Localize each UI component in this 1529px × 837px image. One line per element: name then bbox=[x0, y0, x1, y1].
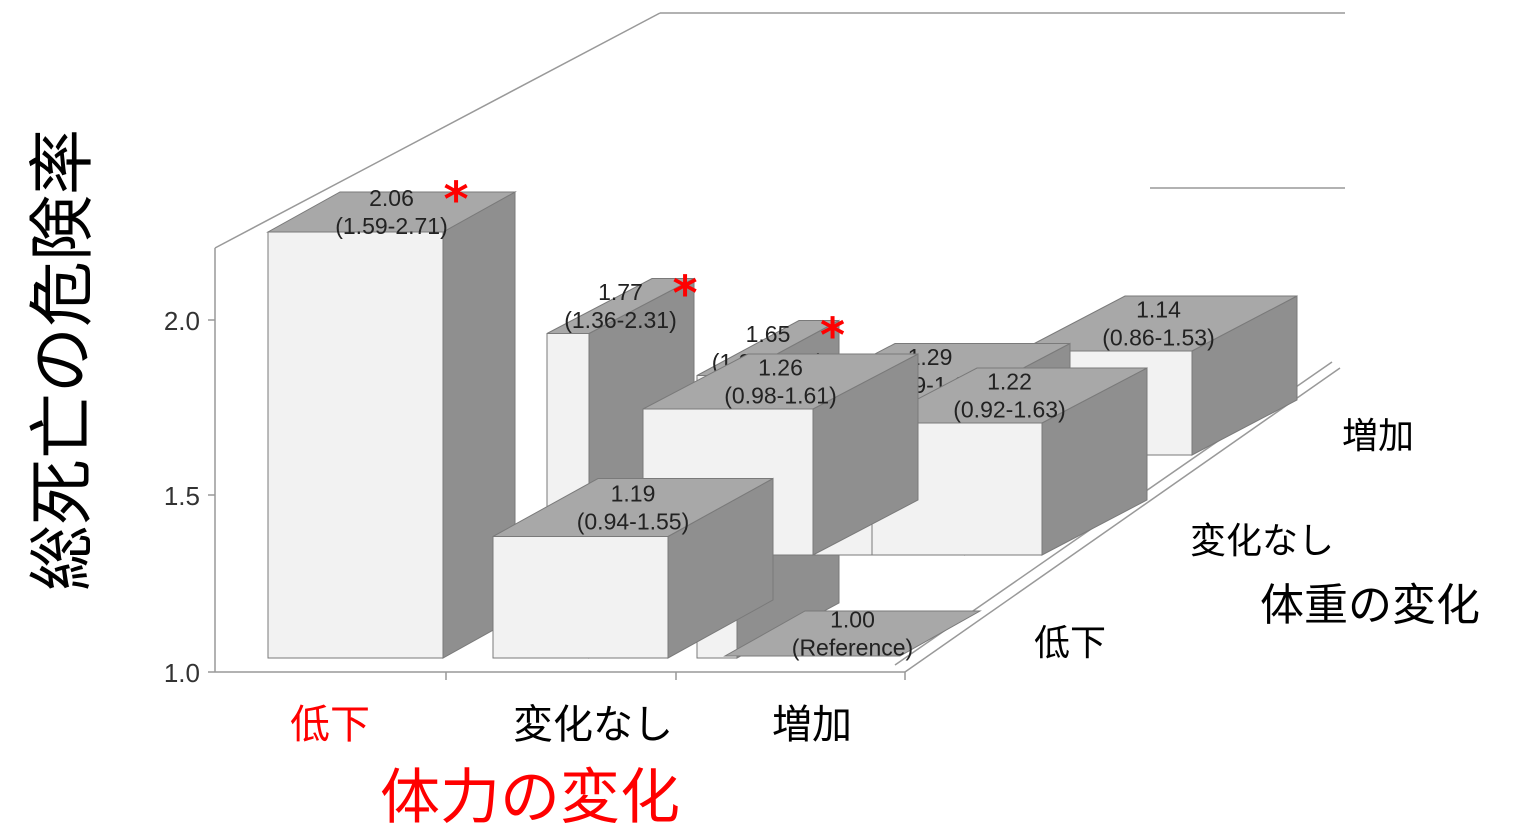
bar-3-significance-marker: * bbox=[444, 172, 469, 228]
z-category-label-1: 低下 bbox=[1034, 623, 1106, 664]
bar-6-value-label: 1.00 bbox=[830, 607, 875, 633]
bar-8-top bbox=[642, 353, 919, 410]
x-axis-title: 体力の変化 bbox=[380, 763, 680, 833]
y-tick-label-1.0: 1.0 bbox=[164, 658, 200, 688]
bar-4-top bbox=[1019, 295, 1298, 352]
bar-4-value-label: 1.14 bbox=[1136, 297, 1181, 323]
y-tick-label-2.0: 2.0 bbox=[164, 306, 200, 336]
bar-2-value-label: 1.77 bbox=[598, 279, 643, 305]
x-category-label-2: 変化なし bbox=[513, 702, 673, 748]
y-axis-title: 総死亡の危険率 bbox=[24, 129, 101, 591]
bar-2-top bbox=[546, 278, 695, 334]
bar-7-top bbox=[871, 367, 1148, 424]
bar-1-value-label: 1.65 bbox=[746, 321, 791, 347]
bar-9-top bbox=[492, 478, 774, 537]
x-category-label-1: 低下 bbox=[290, 702, 370, 748]
y-tick-label-1.5: 1.5 bbox=[164, 481, 200, 511]
bar-7-ci-label: (0.92-1.63) bbox=[953, 397, 1066, 423]
bar-2-significance-marker: * bbox=[673, 266, 698, 322]
z-axis-title: 体重の変化 bbox=[1260, 580, 1480, 631]
side-wall-top-edge bbox=[214, 12, 661, 249]
bar-7-value-label: 1.22 bbox=[987, 369, 1032, 395]
bar-2-ci-label: (1.36-2.31) bbox=[564, 307, 677, 333]
bar-6-top bbox=[723, 610, 982, 657]
bar-3-front bbox=[267, 231, 444, 659]
x-category-label-3: 増加 bbox=[772, 702, 852, 748]
bar-3-ci-label: (1.59-2.71) bbox=[335, 213, 448, 239]
bar-9-ci-label: (0.94-1.55) bbox=[577, 509, 690, 535]
bar-3-top bbox=[266, 191, 517, 233]
bars-layer: 1.65(1.30-2.10)*1.77(1.36-2.31)*2.06(1.5… bbox=[266, 172, 1298, 661]
bar-9-value-label: 1.19 bbox=[611, 481, 656, 507]
z-category-label-3: 増加 bbox=[1342, 416, 1414, 457]
bar-8-value-label: 1.26 bbox=[758, 355, 803, 381]
bar-8-ci-label: (0.98-1.61) bbox=[724, 383, 837, 409]
bar-4-ci-label: (0.86-1.53) bbox=[1102, 325, 1215, 351]
y-axis: 2.0 1.5 1.0 bbox=[164, 306, 215, 688]
floor-right-edge bbox=[904, 367, 1341, 673]
z-category-label-2: 変化なし bbox=[1190, 521, 1334, 562]
bar-9-front bbox=[492, 536, 669, 659]
bar-6-ci-label: (Reference) bbox=[792, 635, 913, 661]
bar-3-value-label: 2.06 bbox=[369, 185, 414, 211]
